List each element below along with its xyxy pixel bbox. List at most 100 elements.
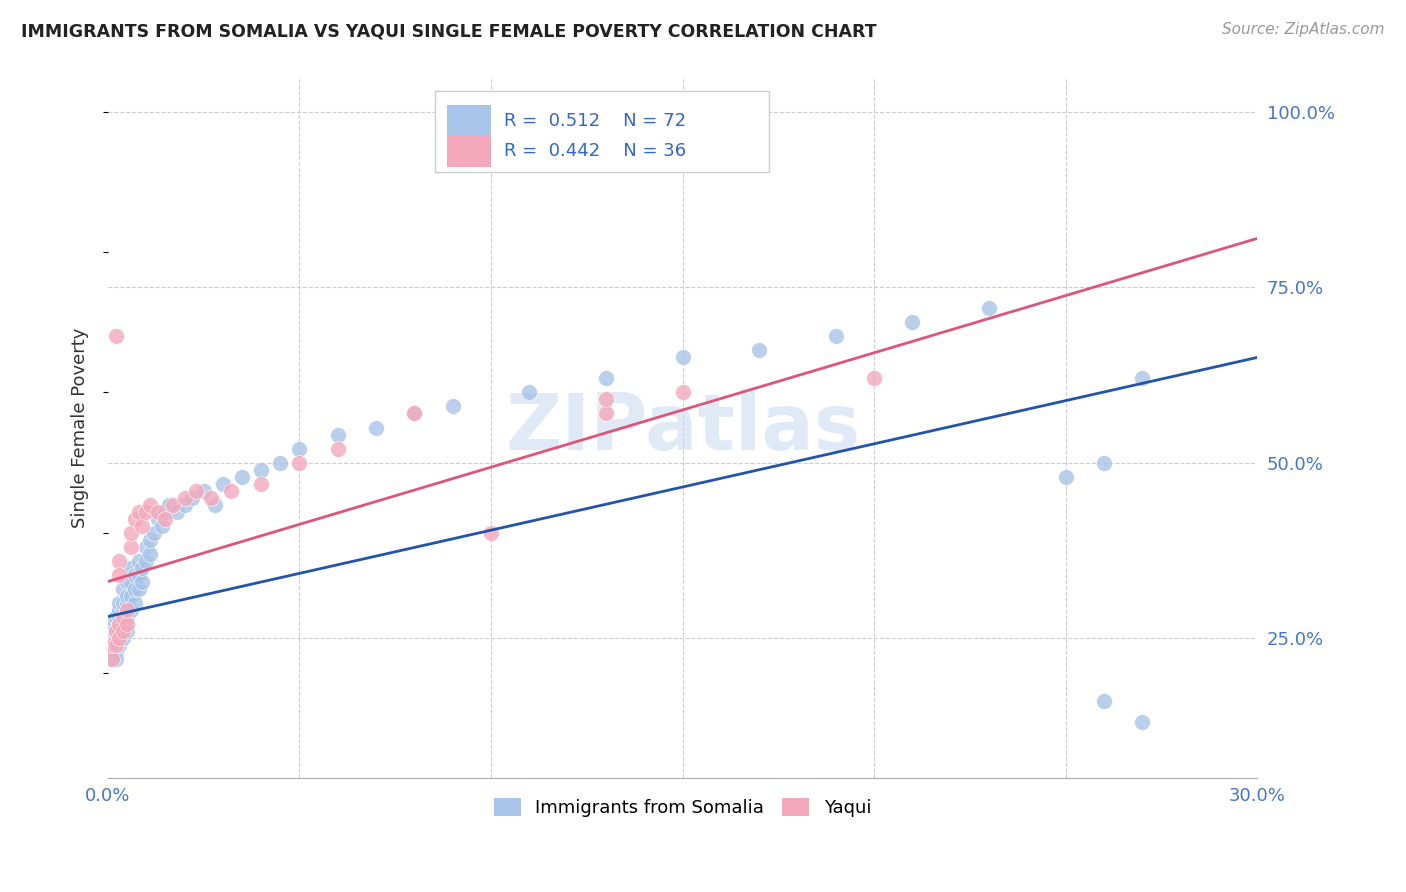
Point bbox=[364, 420, 387, 434]
Point bbox=[135, 504, 157, 518]
Point bbox=[219, 483, 242, 498]
Point bbox=[104, 631, 127, 645]
Point bbox=[404, 407, 426, 421]
Point bbox=[146, 504, 169, 518]
Text: IMMIGRANTS FROM SOMALIA VS YAQUI SINGLE FEMALE POVERTY CORRELATION CHART: IMMIGRANTS FROM SOMALIA VS YAQUI SINGLE … bbox=[21, 22, 877, 40]
Point bbox=[108, 567, 131, 582]
Point bbox=[101, 651, 124, 665]
Point bbox=[124, 567, 146, 582]
Point bbox=[139, 533, 162, 547]
Point bbox=[120, 602, 142, 616]
Text: ZIPatlas: ZIPatlas bbox=[505, 390, 860, 466]
Point bbox=[479, 525, 502, 540]
Point bbox=[517, 385, 540, 400]
Point bbox=[326, 427, 349, 442]
Point bbox=[131, 574, 153, 589]
Point bbox=[1092, 456, 1115, 470]
Point bbox=[157, 498, 180, 512]
Point bbox=[101, 638, 124, 652]
Point bbox=[108, 624, 131, 638]
Point bbox=[115, 602, 138, 616]
Point bbox=[128, 553, 150, 567]
Point bbox=[748, 343, 770, 358]
Point bbox=[671, 351, 693, 365]
Bar bbox=[447, 136, 491, 167]
Point bbox=[104, 644, 127, 658]
Point bbox=[1092, 693, 1115, 707]
Point bbox=[155, 511, 177, 525]
Point bbox=[231, 469, 253, 483]
Point bbox=[101, 638, 124, 652]
Point bbox=[901, 316, 924, 330]
Bar bbox=[447, 105, 491, 137]
Point bbox=[115, 574, 138, 589]
Point bbox=[115, 609, 138, 624]
Point bbox=[173, 491, 195, 505]
Point bbox=[173, 498, 195, 512]
Point bbox=[150, 518, 173, 533]
Point bbox=[112, 631, 135, 645]
Point bbox=[204, 498, 226, 512]
Point bbox=[112, 595, 135, 609]
Point bbox=[104, 624, 127, 638]
Point bbox=[128, 582, 150, 596]
Point bbox=[155, 504, 177, 518]
Point bbox=[184, 483, 207, 498]
Point bbox=[112, 624, 135, 638]
Point bbox=[101, 616, 124, 631]
Point bbox=[269, 456, 291, 470]
Point bbox=[104, 329, 127, 343]
Point bbox=[250, 476, 273, 491]
Point bbox=[595, 371, 617, 385]
Point bbox=[1130, 714, 1153, 729]
Legend: Immigrants from Somalia, Yaqui: Immigrants from Somalia, Yaqui bbox=[486, 790, 879, 824]
Point bbox=[108, 602, 131, 616]
Point bbox=[108, 638, 131, 652]
Point bbox=[104, 609, 127, 624]
Point bbox=[101, 631, 124, 645]
Point bbox=[146, 511, 169, 525]
Point bbox=[124, 582, 146, 596]
Point bbox=[135, 540, 157, 554]
Point bbox=[977, 301, 1000, 316]
Point bbox=[104, 624, 127, 638]
Point bbox=[1054, 469, 1077, 483]
Point bbox=[128, 567, 150, 582]
Point bbox=[108, 616, 131, 631]
Point bbox=[120, 540, 142, 554]
Point bbox=[120, 589, 142, 603]
Point bbox=[108, 595, 131, 609]
Point bbox=[115, 624, 138, 638]
Point bbox=[863, 371, 886, 385]
Point bbox=[441, 400, 464, 414]
FancyBboxPatch shape bbox=[436, 92, 769, 172]
Point bbox=[108, 553, 131, 567]
Point bbox=[112, 602, 135, 616]
Point bbox=[124, 511, 146, 525]
Point bbox=[124, 595, 146, 609]
Point bbox=[181, 491, 204, 505]
Point bbox=[824, 329, 846, 343]
Point bbox=[288, 456, 311, 470]
Point bbox=[104, 651, 127, 665]
Point bbox=[101, 651, 124, 665]
Point bbox=[595, 407, 617, 421]
Point bbox=[250, 462, 273, 476]
Point bbox=[288, 442, 311, 456]
Point bbox=[131, 560, 153, 574]
Point bbox=[128, 504, 150, 518]
Text: R =  0.512    N = 72: R = 0.512 N = 72 bbox=[505, 112, 686, 130]
Point bbox=[112, 609, 135, 624]
Point bbox=[115, 616, 138, 631]
Point bbox=[139, 498, 162, 512]
Point bbox=[120, 525, 142, 540]
Point bbox=[193, 483, 215, 498]
Point bbox=[112, 616, 135, 631]
Point bbox=[671, 385, 693, 400]
Point bbox=[131, 518, 153, 533]
Point bbox=[200, 491, 222, 505]
Point bbox=[135, 553, 157, 567]
Point bbox=[120, 574, 142, 589]
Point bbox=[142, 525, 165, 540]
Point bbox=[595, 392, 617, 407]
